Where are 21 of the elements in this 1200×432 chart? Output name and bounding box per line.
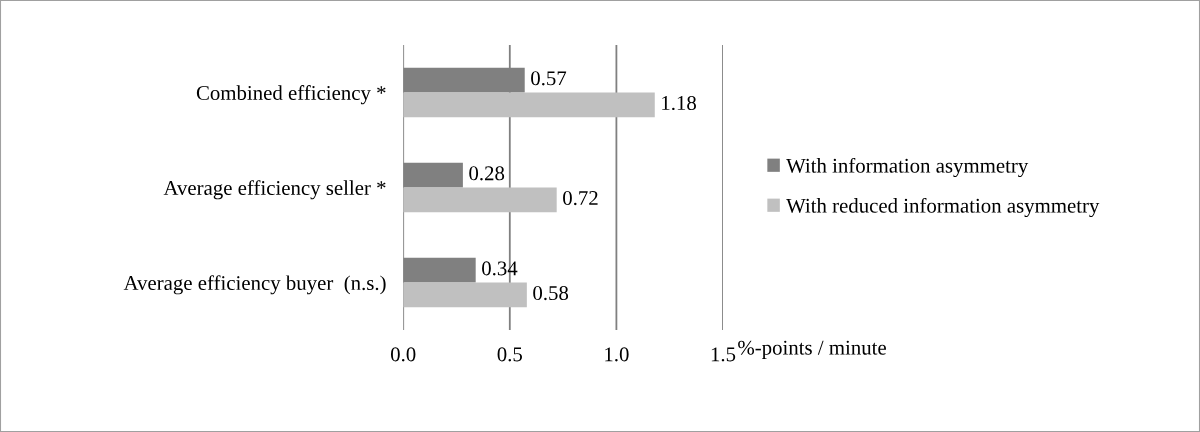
data-label: 0.58 bbox=[533, 286, 569, 301]
data-label: 1.18 bbox=[662, 95, 696, 111]
y-tick-label: Average efficiency seller * bbox=[163, 180, 386, 200]
bar bbox=[403, 282, 527, 308]
data-label: 0.28 bbox=[469, 166, 505, 181]
bar bbox=[403, 92, 655, 118]
legend-label: With information asymmetry bbox=[786, 157, 1029, 178]
bar bbox=[403, 187, 557, 213]
x-tick-label: 1.0 bbox=[605, 347, 629, 362]
legend-label: With reduced information asymmetry bbox=[786, 197, 1100, 218]
x-tick-label: 0.0 bbox=[390, 347, 416, 362]
bar bbox=[403, 162, 463, 188]
x-tick-label: 0.5 bbox=[497, 347, 523, 362]
bar bbox=[403, 257, 476, 283]
data-label: 0.34 bbox=[482, 261, 518, 276]
y-tick-label: Combined efficiency * bbox=[196, 85, 386, 105]
data-label: 0.57 bbox=[531, 71, 567, 86]
y-tick-label: Average efficiency buyer (n.s.) bbox=[123, 275, 386, 295]
x-axis-title: %-points / minute bbox=[738, 340, 886, 359]
x-tick-label: 1.5 bbox=[711, 347, 736, 362]
data-label: 0.72 bbox=[563, 191, 598, 206]
